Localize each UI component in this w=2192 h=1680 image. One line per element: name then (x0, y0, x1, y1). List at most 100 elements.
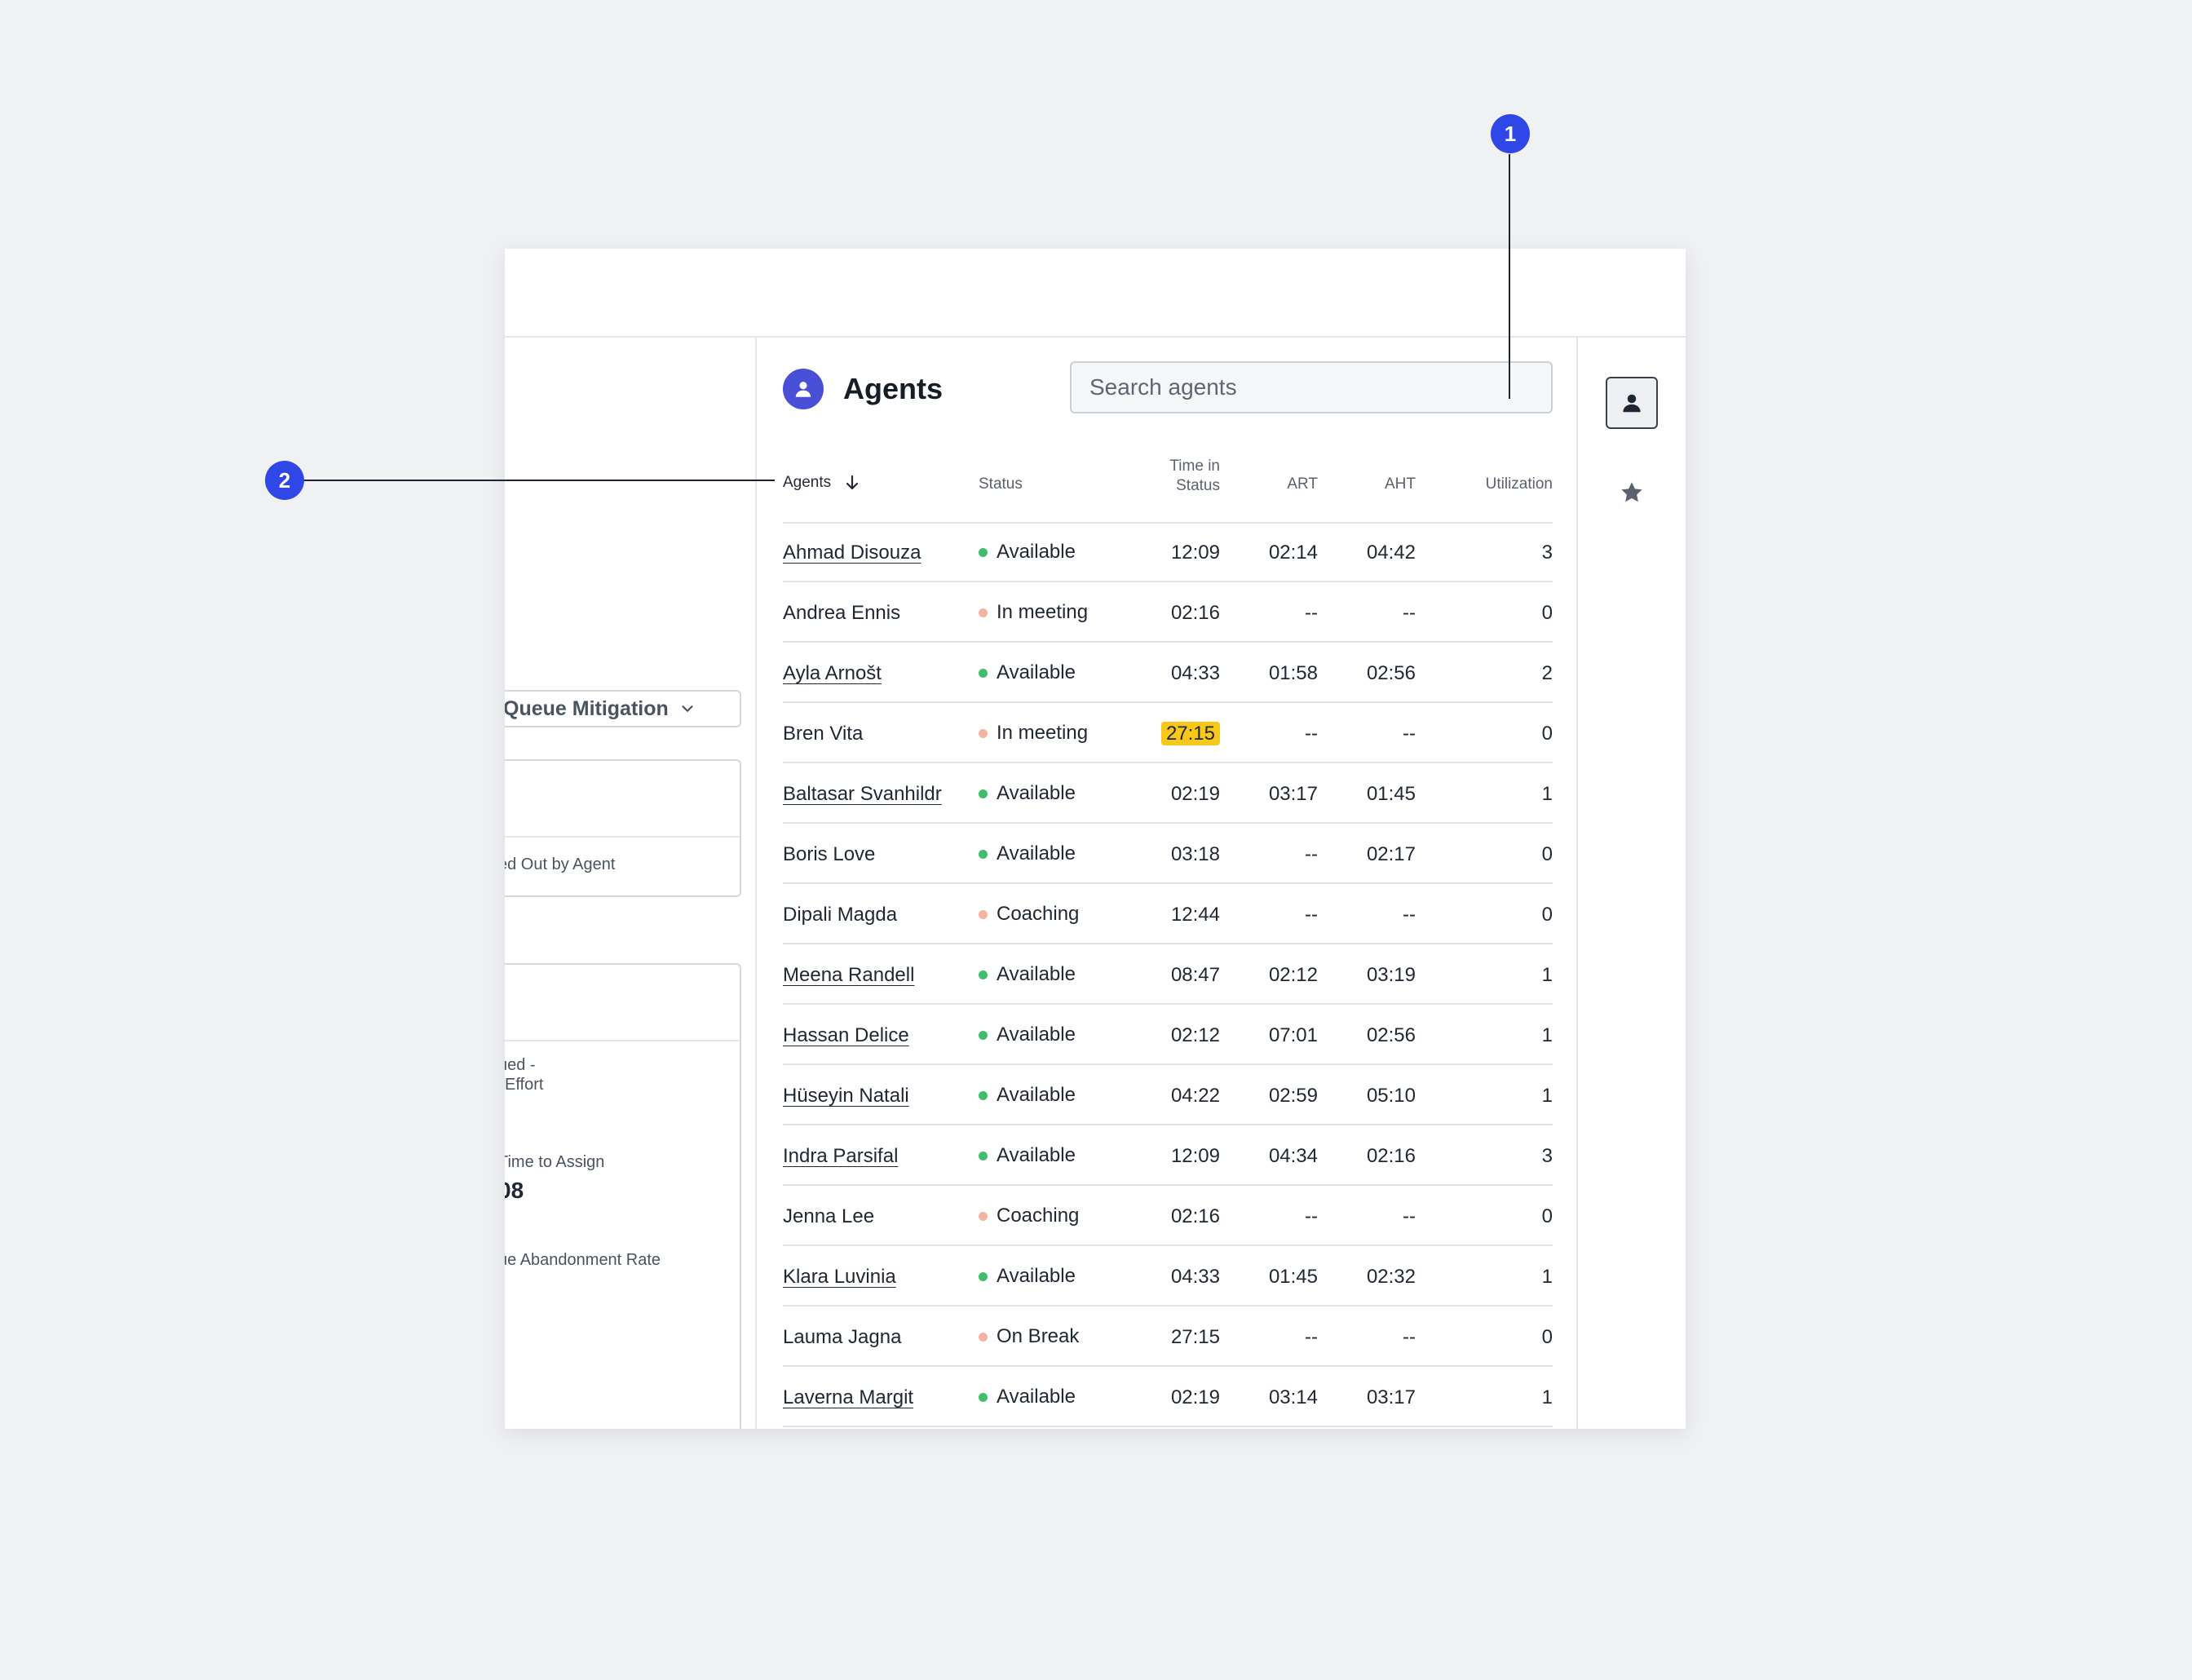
agent-name-link[interactable]: Baltasar Svanhildr (783, 783, 942, 805)
status-dot (979, 728, 988, 738)
status-label: Available (997, 1386, 1076, 1408)
status-cell: Available (979, 1144, 1076, 1167)
metric-label: ue Abandonment Rate (505, 1251, 661, 1269)
metric-card: ued - Effort Time to Assign 08 ue Abando… (505, 963, 741, 1429)
column-header-label: Agents (783, 474, 832, 491)
time-in-status: 02:16 (1142, 1205, 1220, 1228)
callout-badge-1: 1 (1491, 114, 1530, 153)
time-in-status: 08:47 (1142, 964, 1220, 987)
time-in-status-value: 02:16 (1170, 1205, 1220, 1227)
aht-value: 02:32 (1366, 1266, 1416, 1288)
status-label: Coaching (997, 1205, 1080, 1227)
time-in-status: 27:15 (1142, 1326, 1220, 1349)
time-in-status: 02:12 (1142, 1024, 1220, 1047)
utilization-value: 0 (1541, 843, 1553, 865)
time-in-status: 12:09 (1142, 542, 1220, 564)
table-row[interactable]: Boris Love Available 03:18 -- 02:17 0 (783, 824, 1553, 884)
status-dot (979, 970, 988, 979)
table-row[interactable]: Baltasar Svanhildr Available 02:19 03:17 01:… (783, 763, 1553, 824)
table-row[interactable]: Klara Luvinia Available 04:33 01:45 02:32 1 (783, 1246, 1553, 1306)
art-value: -- (1305, 723, 1318, 745)
time-in-status-value: 02:12 (1170, 1024, 1220, 1046)
table-row[interactable]: Ahmad Disouza Available 12:09 02:14 04:42 3 (783, 522, 1553, 582)
aht-value: 03:19 (1366, 964, 1416, 986)
aht-value: 01:45 (1366, 783, 1416, 805)
status-cell: Available (979, 782, 1076, 805)
status-dot (979, 1090, 988, 1100)
agent-name-link[interactable]: Hüseyin Natali (783, 1085, 909, 1107)
status-label: Available (997, 842, 1076, 864)
utilization-value: 1 (1541, 783, 1553, 805)
aht-value: 03:17 (1366, 1386, 1416, 1408)
agent-name: Lauma Jagna (783, 1326, 902, 1348)
status-dot (979, 1151, 988, 1161)
aht-value: 02:56 (1366, 662, 1416, 684)
agent-name-link[interactable]: Ayla Arnošt (783, 662, 882, 684)
agents-rail-button[interactable] (1606, 377, 1658, 429)
metric-card: ed Out by Agent (505, 759, 741, 897)
table-row[interactable]: Indra Parsifal Available 12:09 04:34 02:16 3 (783, 1125, 1553, 1186)
column-header-time-in-status[interactable]: Time in Status (1142, 457, 1220, 496)
art-value: 01:58 (1268, 662, 1318, 684)
time-in-status: 02:16 (1142, 602, 1220, 625)
column-header-status[interactable]: Status (979, 475, 1023, 493)
art-value: 02:59 (1268, 1085, 1318, 1107)
agent-name-link[interactable]: Ahmad Disouza (783, 542, 921, 564)
agent-name: Bren Vita (783, 723, 864, 745)
time-in-status-value: 12:44 (1170, 904, 1220, 926)
status-dot (979, 849, 988, 859)
time-in-status: 04:22 (1142, 1085, 1220, 1107)
agent-name-link[interactable]: Hassan Delice (783, 1024, 909, 1046)
time-in-status-value: 04:22 (1170, 1085, 1220, 1107)
utilization-value: 1 (1541, 1085, 1553, 1107)
aht-value: 02:56 (1366, 1024, 1416, 1046)
top-bar (505, 249, 1686, 338)
table-row[interactable]: Meena Randell Available 08:47 02:12 03:19 1 (783, 944, 1553, 1005)
queue-select[interactable]: Queue Mitigation (505, 690, 741, 727)
status-cell: In meeting (979, 601, 1088, 624)
table-row[interactable]: Hüseyin Natali Available 04:22 02:59 05:10 1 (783, 1065, 1553, 1125)
table-row[interactable]: Bren Vita In meeting 27:15 -- -- 0 (783, 703, 1553, 763)
status-dot (979, 789, 988, 798)
sort-arrow-down-icon[interactable] (842, 473, 862, 493)
metric-label: ed Out by Agent (505, 855, 616, 873)
column-header-utilization[interactable]: Utilization (1485, 475, 1553, 493)
art-value: 02:12 (1268, 964, 1318, 986)
search-input[interactable] (1070, 361, 1553, 413)
column-header-aht[interactable]: AHT (1385, 475, 1416, 493)
agents-panel: Agents Agents Status Time in Status ART … (755, 336, 1578, 1429)
callout-line (303, 480, 775, 481)
aht-value: 04:42 (1366, 542, 1416, 564)
agent-name: Jenna Lee (783, 1205, 875, 1227)
utilization-value: 1 (1541, 1386, 1553, 1408)
status-label: On Break (997, 1325, 1080, 1347)
table-row[interactable]: Ayla Arnošt Available 04:33 01:58 02:56 2 (783, 643, 1553, 703)
status-cell: Available (979, 842, 1076, 865)
table-header: Agents Status Time in Status ART AHT Uti… (783, 457, 1553, 524)
agent-name: Boris Love (783, 843, 876, 865)
utilization-value: 2 (1541, 662, 1553, 684)
table-row[interactable]: Dipali Magda Coaching 12:44 -- -- 0 (783, 884, 1553, 944)
aht-value: 05:10 (1366, 1085, 1416, 1107)
agent-name-link[interactable]: Indra Parsifal (783, 1145, 899, 1167)
table-row[interactable]: Andrea Ennis In meeting 02:16 -- -- 0 (783, 582, 1553, 643)
agent-name-link[interactable]: Meena Randell (783, 964, 915, 986)
art-value: 02:14 (1268, 542, 1318, 564)
table-row[interactable]: Laverna Margit Available 02:19 03:14 03:17 1 (783, 1367, 1553, 1427)
table-row[interactable]: Lauma Jagna On Break 27:15 -- -- 0 (783, 1306, 1553, 1367)
art-value: 01:45 (1268, 1266, 1318, 1288)
art-value: -- (1305, 843, 1318, 865)
column-header-agents[interactable]: Agents (783, 473, 862, 493)
agent-name-link[interactable]: Laverna Margit (783, 1386, 914, 1408)
star-icon[interactable] (1619, 480, 1645, 506)
right-rail (1578, 336, 1686, 1429)
table-row[interactable]: Hassan Delice Available 02:12 07:01 02:56 1 (783, 1005, 1553, 1065)
status-label: Coaching (997, 903, 1080, 925)
aht-value: -- (1403, 1326, 1416, 1348)
table-row[interactable]: Jenna Lee Coaching 02:16 -- -- 0 (783, 1186, 1553, 1246)
app-window: Queue Mitigation ed Out by Agent ued - E… (505, 249, 1686, 1429)
agent-name-link[interactable]: Klara Luvinia (783, 1266, 896, 1288)
status-label: Available (997, 1265, 1076, 1287)
time-in-status: 02:19 (1142, 783, 1220, 806)
column-header-art[interactable]: ART (1287, 475, 1318, 493)
